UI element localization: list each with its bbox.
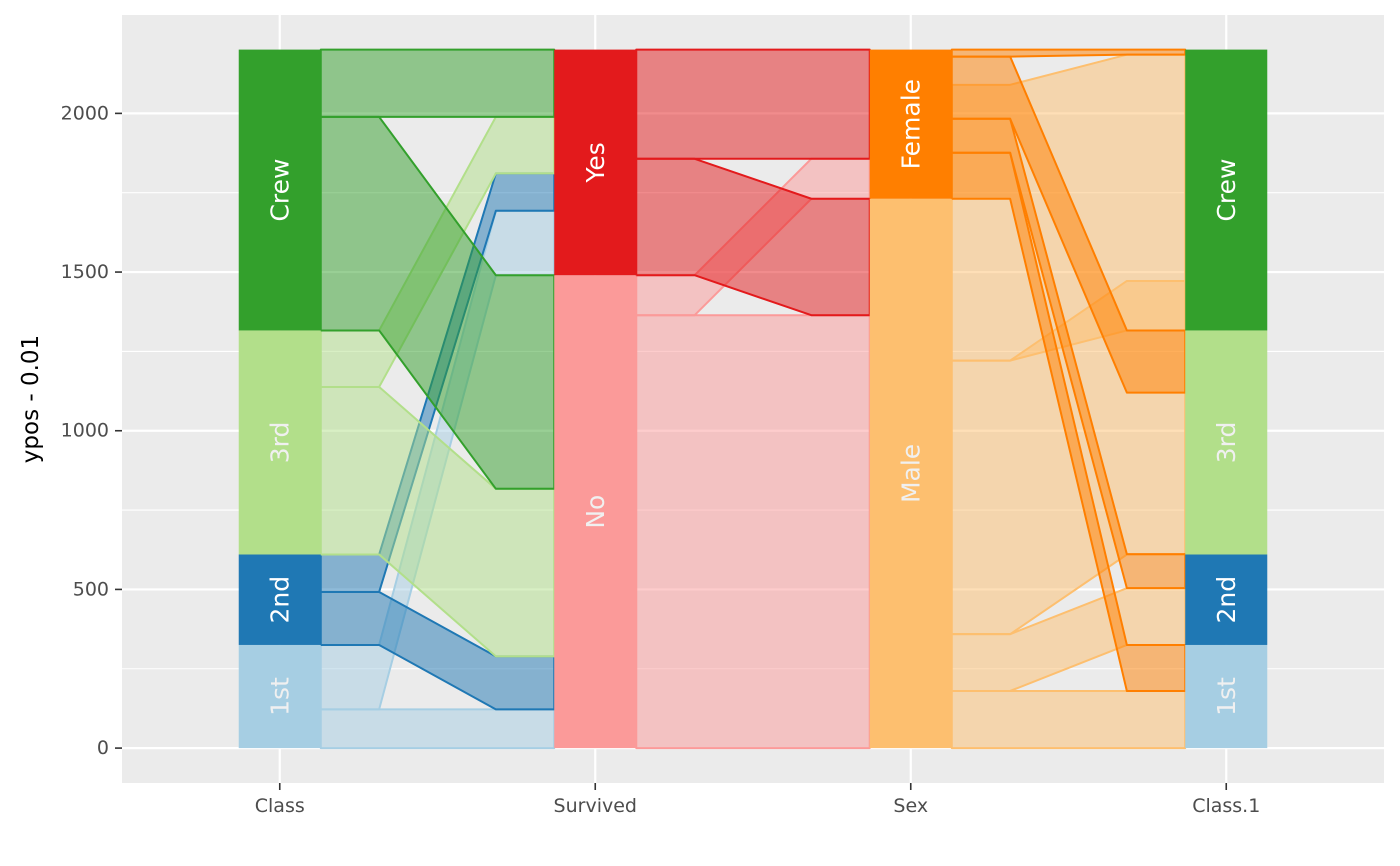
flow-link bbox=[950, 55, 1187, 394]
flow-link bbox=[635, 314, 871, 750]
flow-link bbox=[950, 117, 1187, 590]
y-tick-label: 500 bbox=[73, 578, 109, 600]
stratum-boxes bbox=[238, 49, 1268, 749]
stratum-box bbox=[869, 49, 952, 199]
stratum-box bbox=[1185, 644, 1268, 749]
flow-link bbox=[635, 48, 871, 160]
stratum-box bbox=[238, 330, 321, 555]
x-tick-label: Class bbox=[255, 795, 305, 817]
stratum-label: 3rd bbox=[1212, 422, 1241, 464]
stratum-box bbox=[238, 49, 321, 331]
flow-link bbox=[950, 689, 1187, 750]
x-tick-label: Class.1 bbox=[1192, 795, 1260, 817]
y-tick-label: 1500 bbox=[61, 261, 109, 283]
stratum-label: Male bbox=[896, 444, 925, 503]
stratum-label: Female bbox=[896, 79, 925, 169]
stratum-box bbox=[238, 554, 321, 645]
y-tick-label: 0 bbox=[97, 737, 109, 759]
flow-link bbox=[950, 151, 1187, 692]
stratum-label: 1st bbox=[1212, 677, 1241, 716]
stratum-box bbox=[554, 49, 637, 276]
stratum-label: 3rd bbox=[265, 422, 294, 464]
flow-link bbox=[950, 48, 1187, 58]
stratum-label: 2nd bbox=[1212, 576, 1241, 624]
y-tick-label: 2000 bbox=[61, 102, 109, 124]
stratum-label: 1st bbox=[265, 677, 294, 716]
flow-link bbox=[319, 48, 556, 118]
stratum-label: Crew bbox=[265, 159, 294, 222]
axis-ticks: 0 500 1000 1500 2000 Class Survived Sex Class.1 bbox=[61, 102, 1261, 817]
stratum-box bbox=[1185, 49, 1268, 331]
stratum-label: 2nd bbox=[265, 576, 294, 624]
stratum-label: Yes bbox=[581, 142, 610, 183]
stratum-box bbox=[1185, 554, 1268, 645]
stratum-label: No bbox=[581, 495, 610, 529]
stratum-label: Crew bbox=[1212, 159, 1241, 222]
x-tick-label: Sex bbox=[893, 795, 928, 817]
flow-link bbox=[319, 708, 556, 750]
y-axis-title: ypos - 0.01 bbox=[18, 335, 44, 463]
stratum-box bbox=[554, 275, 637, 749]
stratum-box bbox=[1185, 330, 1268, 555]
stratum-box bbox=[869, 198, 952, 749]
y-tick-label: 1000 bbox=[61, 420, 109, 442]
stratum-box bbox=[238, 644, 321, 749]
x-tick-label: Survived bbox=[554, 795, 637, 817]
stratum-labels: 1st 2nd 3rd Crew No Yes Male Female 1st 2nd 3rd Cre… bbox=[265, 79, 1241, 716]
